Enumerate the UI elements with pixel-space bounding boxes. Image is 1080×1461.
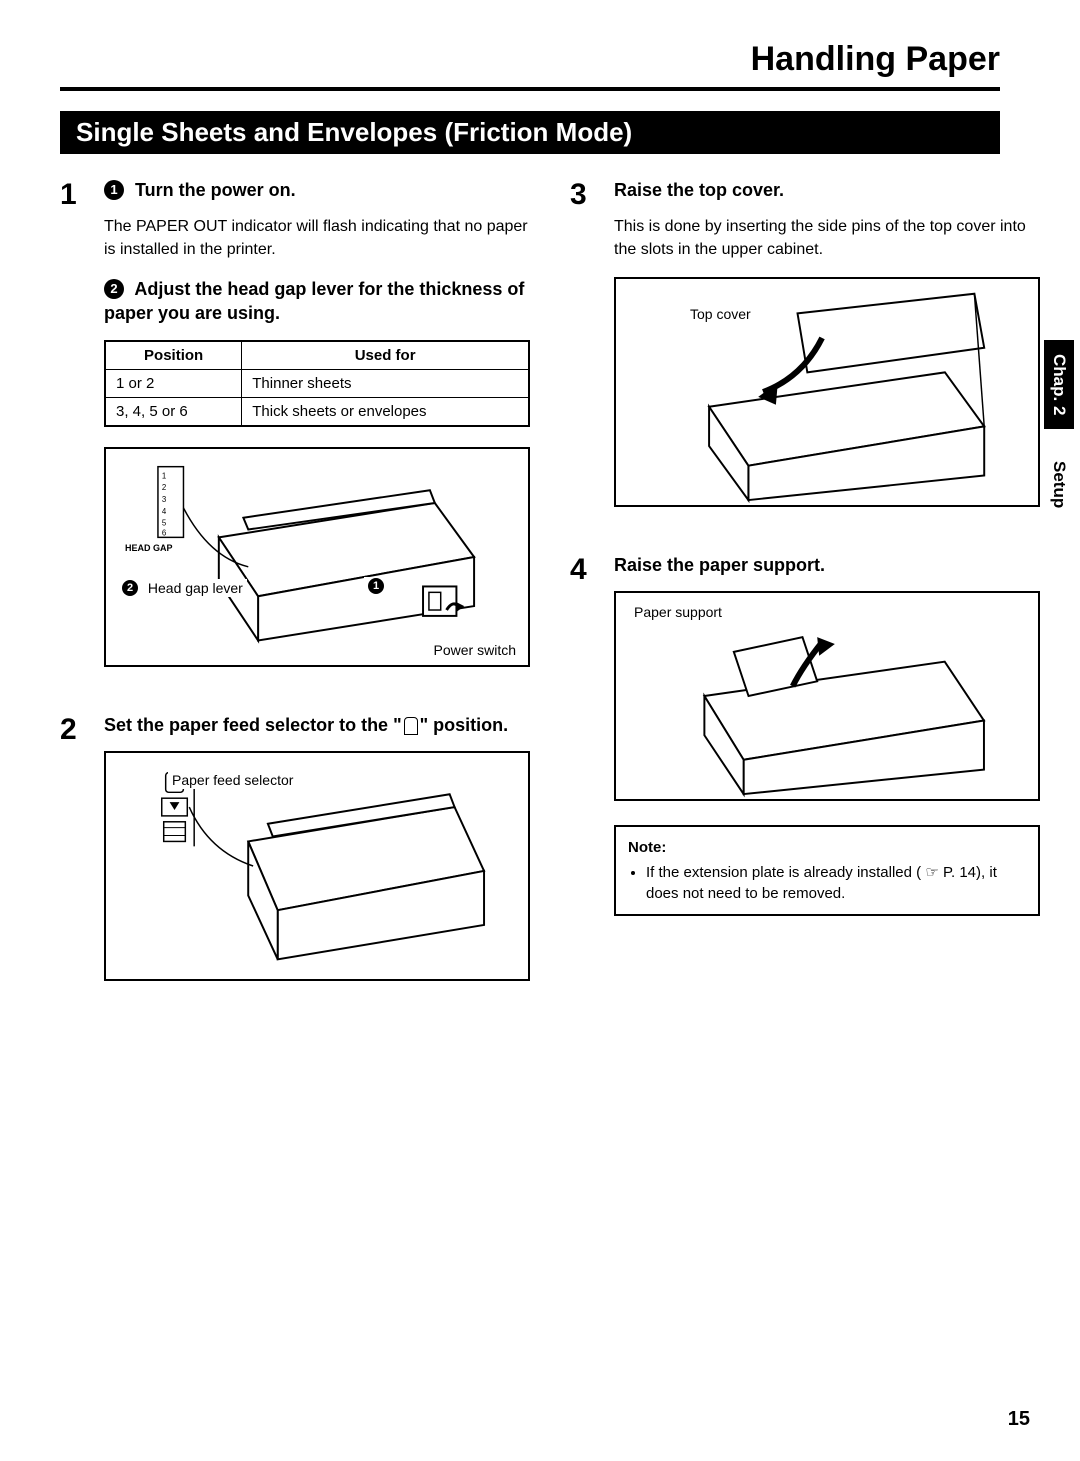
heading-text: Turn the power on.: [135, 180, 296, 200]
bullet-icon: 1: [104, 180, 124, 200]
printer-icon: [616, 279, 1038, 505]
section-banner: Single Sheets and Envelopes (Friction Mo…: [60, 111, 1000, 154]
heading-text-post: " position.: [420, 715, 509, 735]
single-sheet-icon: [404, 717, 418, 735]
svg-text:5: 5: [162, 518, 167, 527]
step-1-heading-2: 2 Adjust the head gap lever for the thic…: [104, 277, 530, 326]
printer-icon: [616, 593, 1038, 799]
tab-section: Setup: [1044, 447, 1074, 522]
figure-paper-support: Paper support: [614, 591, 1040, 801]
step-1: 1 1 Turn the power on. The PAPER OUT ind…: [60, 178, 530, 691]
top-cover-label: Top cover: [686, 305, 755, 323]
step-2: 2 Set the paper feed selector to the " " …: [60, 713, 530, 1005]
power-switch-label: Power switch: [430, 641, 520, 659]
printer-icon: 1 2 3 4 5 6: [106, 449, 528, 665]
figure-paper-feed: Paper feed selector: [104, 751, 530, 981]
bullet-icon: 2: [104, 279, 124, 299]
paper-feed-selector-label: Paper feed selector: [168, 771, 297, 789]
heading-text-pre: Set the paper feed selector to the ": [104, 715, 402, 735]
page-number: 15: [1008, 1408, 1030, 1431]
bullet-icon: 2: [122, 580, 138, 596]
table-cell: 3, 4, 5 or 6: [105, 397, 242, 426]
table-header: Used for: [242, 341, 529, 370]
svg-text:1: 1: [162, 471, 166, 480]
tab-chapter: Chap. 2: [1044, 340, 1074, 429]
right-column: 3 Raise the top cover. This is done by i…: [570, 178, 1040, 1027]
note-box: Note: If the extension plate is already …: [614, 825, 1040, 916]
svg-text:2: 2: [162, 483, 166, 492]
step-1-text: The PAPER OUT indicator will flash indic…: [104, 216, 530, 261]
table-row: 3, 4, 5 or 6 Thick sheets or envelopes: [105, 397, 529, 426]
step-number: 4: [570, 553, 598, 916]
step-4-heading: Raise the paper support.: [614, 553, 1040, 577]
note-title: Note:: [628, 837, 1026, 858]
bullet-icon: 1: [368, 578, 384, 594]
figure-head-gap: 1 2 3 4 5 6 HEAD GAP: [104, 447, 530, 667]
step-3-text: This is done by inserting the side pins …: [614, 216, 1040, 261]
label-text: Head gap lever: [148, 580, 243, 596]
power-switch-bullet: 1: [364, 577, 394, 595]
step-4: 4 Raise the paper support. Paper support: [570, 553, 1040, 916]
paper-support-label: Paper support: [630, 603, 726, 621]
step-number: 2: [60, 713, 88, 1005]
heading-text: Adjust the head gap lever for the thickn…: [104, 279, 524, 323]
table-cell: Thick sheets or envelopes: [242, 397, 529, 426]
table-row: 1 or 2 Thinner sheets: [105, 369, 529, 397]
step-number: 1: [60, 178, 88, 691]
table-cell: 1 or 2: [105, 369, 242, 397]
page-title: Handling Paper: [60, 40, 1040, 79]
step-number: 3: [570, 178, 598, 531]
head-gap-table: Position Used for 1 or 2 Thinner sheets …: [104, 340, 530, 427]
step-3: 3 Raise the top cover. This is done by i…: [570, 178, 1040, 531]
svg-text:4: 4: [162, 506, 167, 515]
head-gap-lever-label: 2 Head gap lever: [118, 579, 247, 597]
figure-top-cover: Top cover: [614, 277, 1040, 507]
step-3-heading: Raise the top cover.: [614, 178, 1040, 202]
left-column: 1 1 Turn the power on. The PAPER OUT ind…: [60, 178, 530, 1027]
table-header: Position: [105, 341, 242, 370]
svg-text:3: 3: [162, 495, 167, 504]
title-rule: [60, 87, 1000, 91]
side-tabs: Chap. 2 Setup: [1044, 340, 1074, 523]
step-1-heading-1: 1 Turn the power on.: [104, 178, 530, 202]
note-item: If the extension plate is already instal…: [646, 862, 1026, 904]
step-2-heading: Set the paper feed selector to the " " po…: [104, 713, 530, 737]
head-gap-small-label: HEAD GAP: [122, 543, 176, 553]
svg-text:6: 6: [162, 528, 167, 537]
table-cell: Thinner sheets: [242, 369, 529, 397]
